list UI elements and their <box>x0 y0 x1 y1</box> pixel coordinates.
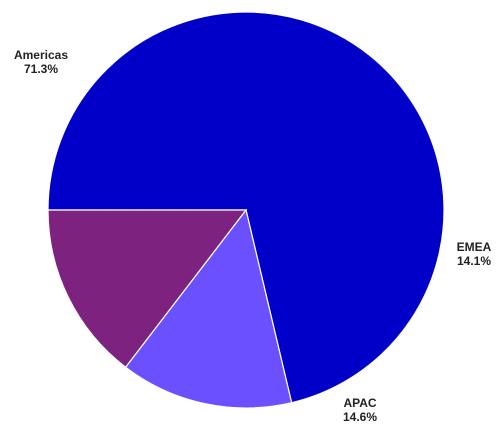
slice-percent-emea: 14.1% <box>456 254 492 268</box>
slice-name-apac: APAC <box>343 396 377 410</box>
slice-name-emea: EMEA <box>456 240 492 254</box>
slice-label-emea: EMEA 14.1% <box>448 240 500 268</box>
pie-slice-apac <box>47 209 248 369</box>
pie-slice-emea <box>124 208 293 409</box>
slice-percent-apac: 14.6% <box>342 410 378 424</box>
slice-label-americas: Americas 71.3% <box>6 48 76 76</box>
slice-label-apac: APAC 14.6% <box>330 396 390 424</box>
pie-slice-americas <box>47 11 445 404</box>
slice-percent-americas: 71.3% <box>23 62 59 76</box>
slice-name-americas: Americas <box>13 48 69 62</box>
